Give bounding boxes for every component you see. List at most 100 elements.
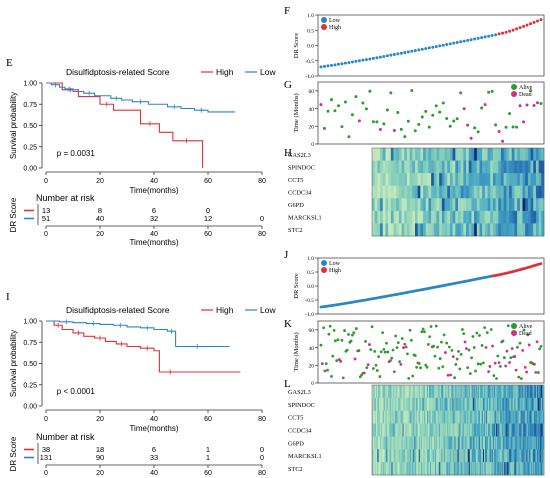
heatmap-cell (377, 160, 381, 174)
status-point (326, 109, 330, 113)
heatmap-cell (501, 160, 504, 174)
heatmap-cell (401, 223, 405, 237)
heatmap-cell (428, 198, 432, 212)
heatmap-cell (476, 410, 479, 424)
heatmap-cell (433, 410, 435, 424)
heatmap-cell (517, 462, 519, 476)
heatmap-cell (392, 449, 394, 463)
heatmap-cell (495, 385, 497, 399)
heatmap-cell (375, 449, 377, 463)
heatmap-cell (373, 423, 375, 437)
heatmap-cell (374, 385, 376, 399)
status-point (382, 122, 386, 126)
heatmap-cell (382, 148, 386, 161)
heatmap-cell (479, 436, 482, 450)
heatmap-cell (406, 462, 408, 476)
risk-x-tick-label: 0 (44, 231, 48, 238)
score-point (378, 55, 382, 59)
heatmap-cell (498, 198, 502, 212)
status-point (428, 335, 432, 339)
heatmap-cell (501, 410, 503, 424)
y-tick-label: 40 (309, 346, 315, 352)
status-point (515, 125, 519, 129)
heatmap-cell (382, 173, 386, 187)
status-point (448, 124, 452, 128)
heatmap-cell (458, 198, 461, 212)
y-tick-label: 0.75 (23, 102, 37, 109)
heatmap-cell (425, 410, 428, 424)
heatmap-cell (498, 410, 500, 424)
legend-label-low: Low (329, 261, 341, 267)
heatmap-cell (466, 148, 470, 161)
heatmap-cell (425, 462, 428, 476)
heatmap-cell (417, 160, 421, 174)
heatmap-cell (460, 462, 462, 476)
heatmap-cell (428, 449, 431, 463)
heatmap-cell (514, 436, 516, 450)
heatmap-cell (528, 449, 531, 463)
heatmap-cell (524, 449, 526, 463)
status-point (319, 103, 323, 107)
score-point (431, 45, 435, 49)
heatmap-cell (463, 210, 467, 224)
heatmap-cell (506, 423, 508, 437)
heatmap-cell (537, 397, 540, 412)
heatmap-cell (523, 449, 525, 463)
heatmap-cell (386, 436, 388, 450)
heatmap-cell (497, 385, 499, 399)
heatmap-cell (512, 397, 514, 412)
status-point (445, 116, 449, 120)
heatmap-cell (525, 185, 529, 199)
heatmap-cell (531, 423, 534, 437)
heatmap-cell (495, 160, 499, 174)
heatmap-cell (385, 410, 387, 424)
heatmap-cell (444, 198, 448, 212)
score-point (375, 56, 379, 60)
heatmap-cell (503, 160, 507, 174)
status-point (399, 127, 403, 131)
status-point (468, 372, 472, 375)
heatmap-cell (455, 462, 457, 476)
p-value: p = 0.0031 (57, 149, 96, 158)
heatmap-cell (525, 173, 529, 187)
heatmap-cell (377, 210, 381, 224)
heatmap-cell (487, 410, 489, 424)
heatmap-cell (452, 410, 454, 424)
heatmap-cell (388, 173, 392, 187)
heatmap-cell (520, 397, 522, 412)
score-point (539, 18, 543, 22)
heatmap-cell (377, 462, 379, 476)
heatmap-cell (414, 397, 417, 412)
heatmap-cell (393, 223, 397, 237)
heatmap-cell (533, 223, 537, 237)
heatmap-cell (425, 397, 428, 412)
heatmap-cell (406, 185, 410, 199)
heatmap-cell (400, 449, 402, 463)
heatmap-cell (538, 410, 541, 424)
heatmap-cell (470, 423, 473, 437)
heatmap-cell (516, 423, 518, 437)
panel-label-g: G (284, 79, 292, 91)
heatmap-cell (495, 462, 497, 476)
heatmap-cell (401, 160, 405, 174)
heatmap-cell (482, 160, 486, 174)
heatmap-cell (481, 385, 484, 399)
heatmap-cell (398, 185, 402, 199)
heatmap-cell (430, 385, 432, 399)
heatmap-cell (491, 423, 493, 437)
heatmap-cell (522, 436, 524, 450)
heatmap-cell (471, 462, 474, 476)
heatmap-cell (390, 223, 394, 237)
score-point (508, 29, 512, 33)
heatmap-cell (390, 449, 392, 463)
heatmap-cell (487, 173, 491, 187)
heatmap-cell (384, 462, 386, 476)
heatmap-cell (441, 449, 443, 463)
heatmap-cell (438, 410, 440, 424)
heatmap-cell (530, 210, 534, 224)
heatmap-cell (374, 436, 376, 450)
heatmap-cell (538, 449, 541, 463)
heatmap-cell (388, 198, 392, 212)
heatmap-cell (515, 449, 517, 463)
